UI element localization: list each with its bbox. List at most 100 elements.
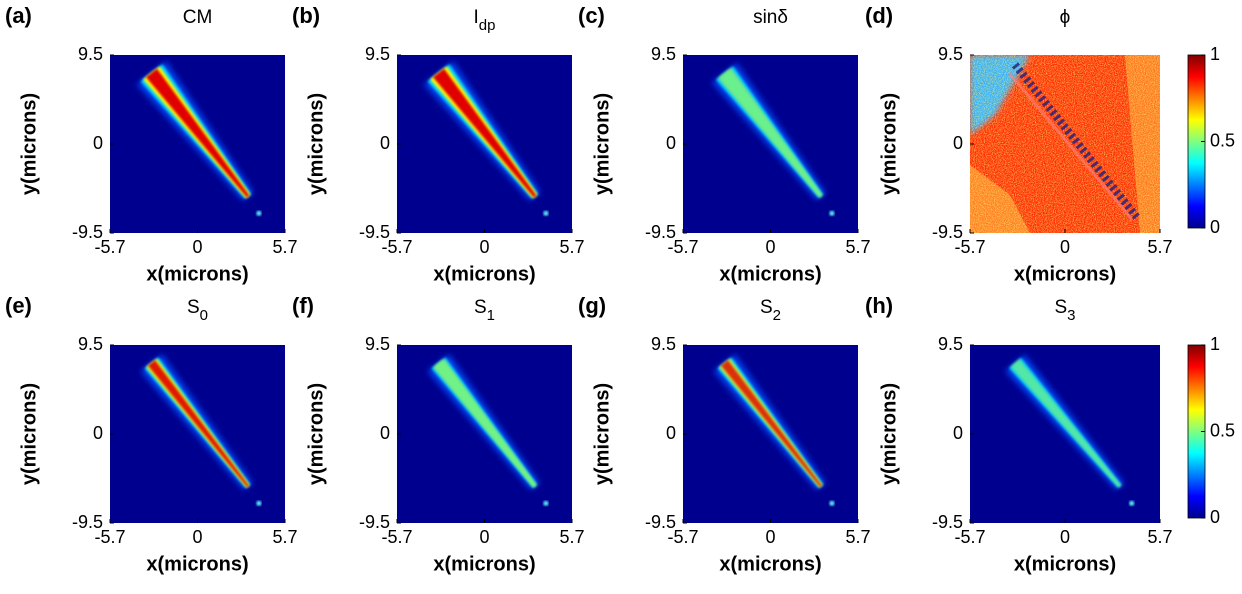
streak: [432, 68, 537, 198]
streak: [1011, 360, 1121, 488]
x-axis-label: x(microns): [433, 263, 535, 285]
colorbar-tick-label: 1: [1210, 44, 1220, 64]
heatmap-image: [970, 55, 1160, 233]
heatmap-image: [110, 55, 285, 233]
heatmap-image: [110, 345, 285, 523]
x-tick-label: -5.7: [667, 237, 698, 257]
title-text: S: [760, 297, 773, 318]
heatmap-image: [397, 345, 572, 523]
y-tick-label: -9.5: [72, 512, 103, 532]
noise: [970, 55, 1160, 233]
y-axis-label: y(microns): [18, 383, 40, 485]
panel-title: ϕ: [1060, 7, 1071, 28]
spot: [829, 210, 835, 216]
title-subscript: dp: [479, 17, 496, 34]
y-tick-label: 0: [953, 133, 963, 153]
panel: -5.7 0 5.7 -9.5 0 9.5 x(microns) y(microns) (e) S…: [5, 293, 298, 575]
x-tick-label: -5.7: [94, 527, 125, 547]
panel-label: (f): [292, 293, 314, 318]
x-axis-label: x(microns): [146, 553, 248, 575]
title-subscript: 2: [773, 307, 781, 324]
panel-label: (c): [578, 3, 605, 28]
panel: -5.7 0 5.7 -9.5 0 9.5 x(microns) y(microns) (f) S…: [292, 293, 585, 575]
x-tick-label: 5.7: [1147, 527, 1172, 547]
y-tick-label: 0: [666, 423, 676, 443]
streak: [434, 360, 537, 488]
panel-title: S3: [1054, 297, 1075, 324]
y-tick-label: -9.5: [359, 512, 390, 532]
heatmap-image: [683, 55, 858, 233]
panel-title: S0: [187, 297, 208, 324]
spot: [543, 500, 549, 506]
panel: -5.7 0 5.7 -9.5 0 9.5 x(microns) y(microns) (g) S…: [578, 293, 871, 575]
x-tick-label: 0: [765, 237, 775, 257]
y-axis-label: y(microns): [18, 93, 40, 195]
panel-label: (e): [5, 293, 32, 318]
streak: [145, 68, 250, 198]
y-tick-label: -9.5: [645, 512, 676, 532]
y-tick-label: 9.5: [651, 44, 676, 64]
panel-label: (a): [5, 3, 32, 28]
x-tick-label: 5.7: [845, 527, 870, 547]
y-tick-label: 0: [380, 133, 390, 153]
x-tick-label: -5.7: [94, 237, 125, 257]
y-tick-label: 9.5: [365, 334, 390, 354]
streak: [720, 69, 823, 198]
title-subscript: 3: [1067, 307, 1075, 324]
y-tick-label: 9.5: [938, 44, 963, 64]
y-axis-label: y(microns): [878, 93, 900, 195]
y-tick-label: 0: [93, 133, 103, 153]
colorbar-tick-label: 0.5: [1210, 130, 1235, 150]
title-text: ϕ: [1060, 7, 1071, 28]
y-tick-label: -9.5: [645, 222, 676, 242]
x-axis-label: x(microns): [1014, 553, 1116, 575]
title-text: sinδ: [753, 7, 788, 28]
title-text: S: [187, 297, 200, 318]
x-tick-label: 5.7: [559, 527, 584, 547]
spot: [256, 210, 262, 216]
y-tick-label: 0: [666, 133, 676, 153]
x-tick-label: 0: [192, 237, 202, 257]
spot: [829, 500, 835, 506]
panel-label: (g): [578, 293, 606, 318]
spot: [1129, 500, 1135, 506]
streak: [1011, 62, 1140, 220]
heatmap-image: [970, 345, 1160, 523]
x-axis-label: x(microns): [719, 553, 821, 575]
x-axis-label: x(microns): [433, 553, 535, 575]
panel: -5.7 0 5.7 -9.5 0 9.5 x(microns) y(microns) (h) S…: [865, 293, 1235, 575]
panel-label: (b): [292, 3, 320, 28]
heatmap-image: [397, 55, 572, 233]
x-tick-label: -5.7: [381, 237, 412, 257]
y-tick-label: -9.5: [932, 512, 963, 532]
panel-label: (d): [865, 3, 893, 28]
panel-title: Idp: [474, 7, 496, 34]
panel: -5.7 0 5.7 -9.5 0 9.5 x(microns) y(microns) (a) C…: [5, 3, 298, 285]
y-tick-label: 9.5: [938, 334, 963, 354]
y-axis-label: y(microns): [878, 383, 900, 485]
colorbar-tick-label: 0: [1210, 217, 1220, 237]
colorbar-tick-label: 1: [1210, 334, 1220, 354]
y-tick-label: -9.5: [932, 222, 963, 242]
y-tick-label: -9.5: [72, 222, 103, 242]
colorbar-tick-label: 0: [1210, 507, 1220, 527]
x-axis-label: x(microns): [146, 263, 248, 285]
y-tick-label: -9.5: [359, 222, 390, 242]
y-tick-label: 9.5: [78, 44, 103, 64]
x-tick-label: 5.7: [272, 237, 297, 257]
streak: [720, 360, 823, 488]
x-tick-label: -5.7: [667, 527, 698, 547]
panel: -5.7 0 5.7 -9.5 0 9.5 x(microns) y(microns) (c) s…: [578, 3, 871, 285]
y-axis-label: y(microns): [591, 93, 613, 195]
title-text: S: [474, 297, 487, 318]
y-tick-label: 9.5: [78, 334, 103, 354]
y-axis-label: y(microns): [591, 383, 613, 485]
title-text: S: [1054, 297, 1067, 318]
panel: -5.7 0 5.7 -9.5 0 9.5 x(microns) y(microns) (d) ϕ…: [865, 3, 1235, 285]
y-axis-label: y(microns): [305, 93, 327, 195]
y-tick-label: 9.5: [651, 334, 676, 354]
x-tick-label: 0: [1060, 237, 1070, 257]
x-tick-label: -5.7: [954, 527, 985, 547]
x-tick-label: 0: [479, 527, 489, 547]
panel-title: CM: [183, 7, 213, 28]
